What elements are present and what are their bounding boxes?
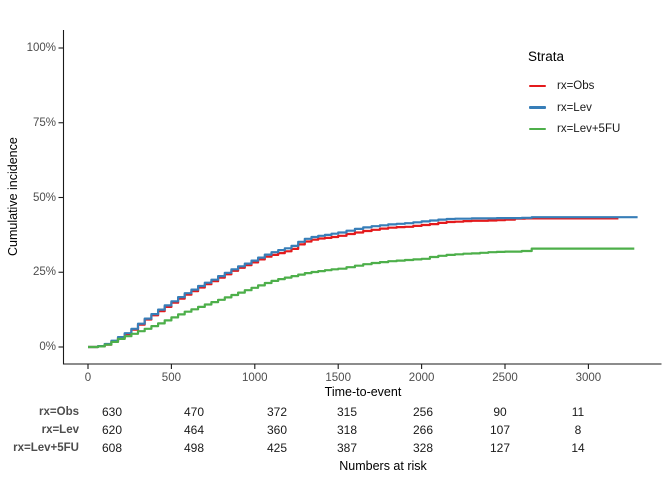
y-tick-label: 50% <box>32 191 56 204</box>
legend-item-label: rx=Lev <box>557 101 592 114</box>
risk-value: 360 <box>266 422 288 437</box>
legend-title: Strata <box>528 49 565 64</box>
legend-item-label: rx=Obs <box>557 80 595 92</box>
legend-item-rx-lev: rx=Lev <box>529 99 592 117</box>
risk-value: 11 <box>571 404 585 419</box>
risk-value: 318 <box>336 422 358 437</box>
series-line-rx-lev-5fu <box>88 247 635 349</box>
x-tick-label: 2000 <box>408 372 435 384</box>
y-tick-label: 0% <box>39 341 56 353</box>
legend-item-rx-lev-5fu: rx=Lev+5FU <box>529 120 620 138</box>
x-tick-label: 0 <box>84 372 92 384</box>
series-line-rx-lev <box>88 216 638 349</box>
risk-value: 470 <box>183 404 205 419</box>
x-tick-label: 2500 <box>492 372 518 384</box>
legend-line-swatch-icon <box>529 84 546 88</box>
risk-value: 387 <box>336 440 358 455</box>
risk-value: 630 <box>101 404 123 419</box>
risk-value: 14 <box>571 440 585 455</box>
x-tick-label: 3000 <box>575 372 602 384</box>
risk-value: 464 <box>183 422 205 437</box>
risk-value: 328 <box>412 440 434 455</box>
risk-row-label: rx=Obs <box>39 405 79 418</box>
risk-value: 425 <box>266 440 288 455</box>
legend-line-swatch-icon <box>529 127 546 131</box>
series-line-rx-obs <box>88 217 619 349</box>
risk-row-label: rx=Lev+5FU <box>13 441 79 454</box>
x-tick-label: 500 <box>161 372 181 384</box>
risk-value: 8 <box>574 422 582 437</box>
risk-value: 90 <box>493 404 507 419</box>
risk-value: 315 <box>336 404 358 419</box>
risk-table-title: Numbers at risk <box>339 459 427 473</box>
risk-value: 107 <box>489 422 511 437</box>
risk-value: 498 <box>183 440 205 455</box>
y-tick-label: 100% <box>26 42 56 54</box>
x-axis-title: Time-to-event <box>324 385 402 399</box>
risk-value: 256 <box>412 404 434 419</box>
risk-value: 620 <box>101 422 123 437</box>
risk-value: 372 <box>266 404 288 419</box>
x-tick-label: 1000 <box>242 372 268 384</box>
x-tick-label: 1500 <box>325 372 351 384</box>
y-tick-label: 75% <box>32 116 56 129</box>
legend-line-swatch-icon <box>529 106 546 109</box>
risk-value: 608 <box>101 440 123 455</box>
risk-value: 266 <box>412 422 434 437</box>
risk-value: 127 <box>489 440 511 455</box>
risk-row-label: rx=Lev <box>41 423 79 436</box>
legend-item-rx-obs: rx=Obs <box>529 77 594 95</box>
y-tick-label: 25% <box>32 266 56 279</box>
legend-item-label: rx=Lev+5FU <box>557 123 621 135</box>
